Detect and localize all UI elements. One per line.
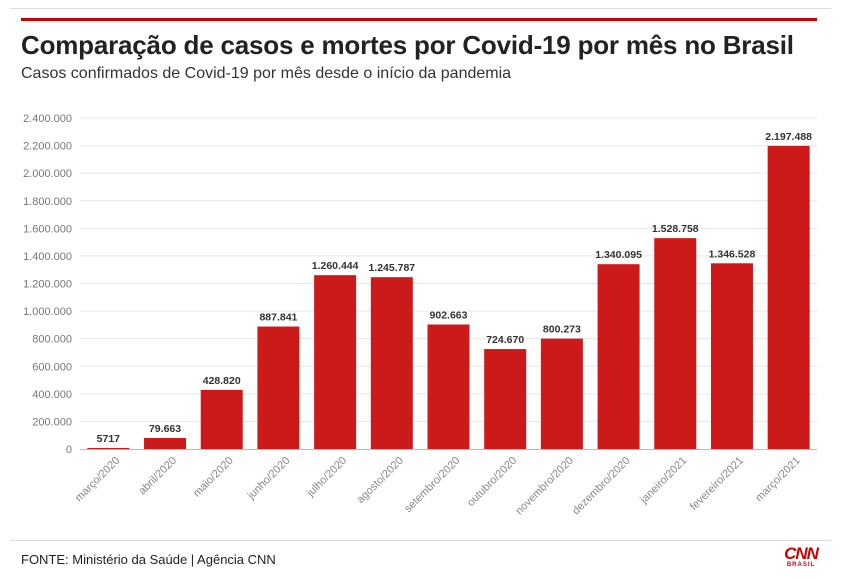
bar-value-label: 902.663 [430, 310, 468, 322]
chart-subtitle: Casos confirmados de Covid-19 por mês de… [21, 65, 512, 82]
bar [654, 238, 697, 449]
bar-value-label: 1.528.758 [652, 223, 699, 235]
x-tick-label: novembro/2020 [513, 455, 576, 518]
bar [710, 263, 753, 449]
bar [370, 277, 413, 449]
bar [87, 448, 130, 449]
x-tick-label: março/2021 [753, 455, 803, 505]
x-tick-label: junho/2020 [245, 455, 293, 503]
y-tick-label: 200.000 [32, 416, 72, 428]
logo-subtext: BRASIL [786, 562, 816, 568]
logo-text: CNN [784, 544, 819, 563]
bar [484, 349, 527, 449]
bar [200, 389, 243, 449]
bar-value-label: 79.663 [149, 423, 181, 435]
x-tick-label: janeiro/2021 [637, 455, 689, 507]
y-tick-label: 2.000.000 [23, 168, 72, 180]
bar [427, 324, 470, 449]
y-tick-label: 1.600.000 [23, 223, 72, 235]
y-tick-label: 800.000 [32, 334, 72, 346]
bar-value-label: 887.841 [259, 312, 297, 324]
y-tick-label: 1.800.000 [23, 196, 72, 208]
y-tick-label: 1.000.000 [23, 306, 72, 318]
x-tick-label: março/2020 [73, 455, 123, 505]
x-tick-label: maio/2020 [191, 455, 236, 500]
top-divider [10, 8, 831, 9]
bar-value-label: 1.346.528 [709, 248, 756, 260]
bar-value-label: 2.197.488 [765, 131, 812, 143]
bar [597, 264, 640, 449]
bar [314, 275, 357, 449]
footer-divider [10, 540, 831, 541]
bar-value-label: 1.260.444 [312, 260, 359, 272]
bar [144, 438, 187, 449]
bar-value-label: 800.273 [543, 324, 581, 336]
y-tick-label: 2.400.000 [23, 113, 72, 125]
x-tick-label: julho/2020 [304, 455, 349, 500]
y-tick-label: 400.000 [32, 389, 72, 401]
chart-title: Comparação de casos e mortes por Covid-1… [21, 30, 794, 60]
bar-value-label: 1.340.095 [595, 249, 642, 261]
bar [767, 145, 810, 449]
x-tick-label: dezembro/2020 [570, 455, 633, 518]
bar-value-label: 5717 [97, 433, 121, 445]
bar-chart: 0 200.000 400.000 600.000 800.000 1.000.000 1.… [23, 113, 817, 518]
source-note: FONTE: Ministério da Saúde | Agência CNN [21, 552, 276, 567]
y-tick-label: 2.200.000 [23, 141, 72, 153]
bar-value-label: 428.820 [203, 375, 241, 387]
x-tick-label: agosto/2020 [355, 455, 406, 506]
y-tick-label: 1.400.000 [23, 251, 72, 263]
cnn-brasil-logo: CNN BRASIL [782, 545, 820, 569]
x-tick-label: outubro/2020 [465, 455, 519, 509]
bar [540, 338, 583, 449]
header-accent-rule [21, 18, 817, 21]
x-tick-label: abril/2020 [137, 455, 180, 498]
bar-value-label: 1.245.787 [368, 262, 415, 274]
bar [257, 326, 300, 449]
x-tick-label: setembro/2020 [402, 455, 462, 515]
y-tick-label: 1.200.000 [23, 279, 72, 291]
x-tick-label: fevereiro/2021 [688, 455, 746, 513]
bar-value-label: 724.670 [486, 334, 524, 346]
y-tick-label: 0 [66, 444, 72, 456]
y-tick-label: 600.000 [32, 361, 72, 373]
